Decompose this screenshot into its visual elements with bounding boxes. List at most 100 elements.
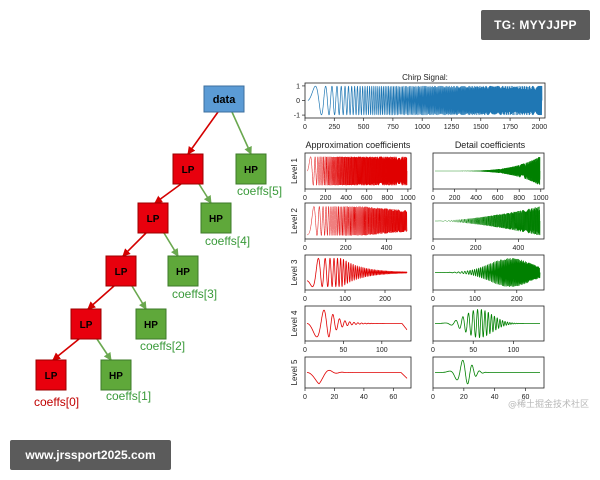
lp-node-label: LP bbox=[115, 267, 128, 278]
x-tick-label: 400 bbox=[340, 195, 352, 202]
x-tick-label: 50 bbox=[340, 347, 348, 354]
chirp-line bbox=[307, 85, 543, 116]
x-tick-label: 60 bbox=[522, 394, 530, 401]
x-tick-label: 1000 bbox=[414, 124, 430, 131]
x-tick-label: 0 bbox=[303, 124, 307, 131]
x-tick-label: 500 bbox=[358, 124, 370, 131]
x-tick-label: 0 bbox=[431, 296, 435, 303]
x-tick-label: 200 bbox=[340, 245, 352, 252]
detail-line bbox=[434, 156, 541, 185]
hp-node: HP bbox=[100, 359, 132, 391]
x-tick-label: 0 bbox=[431, 195, 435, 202]
coeffs-label: coeffs[0] bbox=[34, 395, 79, 409]
website-badge: www.jrssport2025.com bbox=[10, 440, 171, 470]
lp-node-label: LP bbox=[80, 320, 93, 331]
arrow-to-hp bbox=[231, 111, 252, 155]
hp-node-label: HP bbox=[209, 214, 223, 225]
x-tick-label: 0 bbox=[303, 347, 307, 354]
lp-node-label: LP bbox=[182, 165, 195, 176]
level-label: Level 5 bbox=[290, 359, 299, 385]
x-tick-label: 250 bbox=[328, 124, 340, 131]
coefficient-plots: Chirp Signal:10-10 250 500 750 1000 1250 1500 1… bbox=[290, 73, 549, 401]
hp-node-label: HP bbox=[176, 267, 190, 278]
arrow-to-lp bbox=[52, 338, 80, 361]
detail-line bbox=[434, 308, 541, 339]
x-tick-label: 0 bbox=[303, 394, 307, 401]
lp-node: LP bbox=[70, 308, 102, 340]
x-tick-label: 1250 bbox=[444, 124, 460, 131]
x-tick-label: 600 bbox=[361, 195, 373, 202]
x-tick-label: 100 bbox=[376, 347, 388, 354]
approx-line bbox=[306, 309, 408, 338]
x-tick-label: 600 bbox=[492, 195, 504, 202]
x-tick-label: 200 bbox=[320, 195, 332, 202]
x-tick-label: 40 bbox=[491, 394, 499, 401]
x-tick-label: 2000 bbox=[532, 124, 548, 131]
level-label: Level 2 bbox=[290, 208, 299, 234]
x-tick-label: 400 bbox=[513, 245, 525, 252]
x-tick-label: 200 bbox=[379, 296, 391, 303]
coeffs-label: coeffs[2] bbox=[140, 339, 185, 353]
detail-column-title: Detail coefficients bbox=[455, 140, 526, 150]
level-label: Level 4 bbox=[290, 310, 299, 336]
y-tick-label: 0 bbox=[296, 98, 300, 105]
x-tick-label: 0 bbox=[303, 296, 307, 303]
x-tick-label: 0 bbox=[303, 195, 307, 202]
hp-node-label: HP bbox=[244, 165, 258, 176]
approx-column-title: Approximation coefficients bbox=[306, 140, 411, 150]
x-tick-label: 100 bbox=[339, 296, 351, 303]
tg-badge: TG: MYYJJPP bbox=[481, 10, 590, 40]
x-tick-label: 20 bbox=[460, 394, 468, 401]
coeffs-label: coeffs[5] bbox=[237, 184, 282, 198]
watermark-text: @稀土掘金技术社区 bbox=[508, 400, 590, 410]
coeffs-label: coeffs[3] bbox=[172, 287, 217, 301]
x-tick-label: 0 bbox=[431, 394, 435, 401]
data-node: data bbox=[203, 85, 245, 113]
x-tick-label: 40 bbox=[360, 394, 368, 401]
hp-node: HP bbox=[200, 202, 232, 234]
arrow-to-hp bbox=[163, 232, 179, 257]
x-tick-label: 200 bbox=[511, 296, 523, 303]
x-tick-label: 400 bbox=[470, 195, 482, 202]
x-tick-label: 1000 bbox=[533, 195, 549, 202]
y-tick-label: 1 bbox=[296, 83, 300, 90]
hp-node: HP bbox=[235, 153, 267, 185]
x-tick-label: 750 bbox=[387, 124, 399, 131]
detail-line bbox=[434, 257, 541, 288]
lp-node: LP bbox=[105, 255, 137, 287]
lp-node: LP bbox=[35, 359, 67, 391]
x-tick-label: 1750 bbox=[502, 124, 518, 131]
arrow-to-lp bbox=[87, 285, 115, 310]
approx-line bbox=[306, 206, 408, 236]
lp-node-label: LP bbox=[45, 371, 58, 382]
arrow-to-hp bbox=[198, 183, 212, 204]
chirp-title: Chirp Signal: bbox=[402, 73, 448, 82]
arrow-to-lp bbox=[122, 232, 147, 257]
lp-node: LP bbox=[172, 153, 204, 185]
x-tick-label: 1500 bbox=[473, 124, 489, 131]
approx-line bbox=[306, 369, 408, 385]
coeffs-label: coeffs[1] bbox=[106, 389, 151, 403]
x-tick-label: 20 bbox=[331, 394, 339, 401]
x-tick-label: 800 bbox=[381, 195, 393, 202]
x-tick-label: 0 bbox=[431, 245, 435, 252]
decomposition-tree: data LP LP LP LP LP HP HP HP HP HP coeffs[5] coeffs[… bbox=[34, 85, 282, 409]
y-tick-label: -1 bbox=[294, 113, 300, 120]
coeffs-label: coeffs[4] bbox=[205, 234, 250, 248]
x-tick-label: 200 bbox=[470, 245, 482, 252]
lp-node-label: LP bbox=[147, 214, 160, 225]
arrow-to-lp bbox=[154, 183, 182, 204]
x-tick-label: 400 bbox=[381, 245, 393, 252]
detail-line bbox=[434, 206, 541, 236]
arrow-to-hp bbox=[131, 285, 147, 310]
hp-node-label: HP bbox=[109, 371, 123, 382]
x-tick-label: 1000 bbox=[400, 195, 416, 202]
x-tick-label: 100 bbox=[469, 296, 481, 303]
approx-line bbox=[306, 156, 408, 186]
hp-node: HP bbox=[167, 255, 199, 287]
hp-node-label: HP bbox=[144, 320, 158, 331]
lp-node: LP bbox=[137, 202, 169, 234]
x-tick-label: 50 bbox=[469, 347, 477, 354]
hp-node: HP bbox=[135, 308, 167, 340]
